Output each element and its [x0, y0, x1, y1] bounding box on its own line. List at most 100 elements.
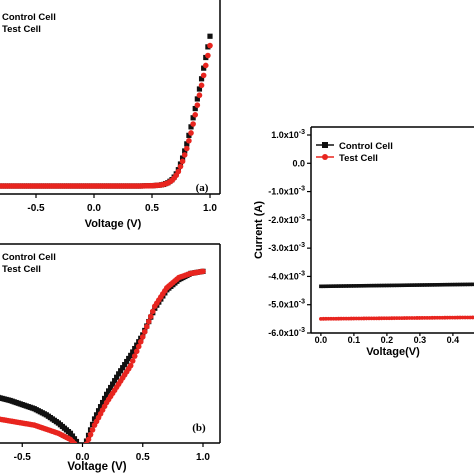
- panel-b-control-point: [73, 438, 80, 443]
- panel-a-test-point: [175, 168, 182, 175]
- panel-c-control-point: [415, 283, 419, 287]
- panel-c-control-point: [468, 282, 472, 287]
- panel-c-xlabel: Voltage(V): [366, 346, 420, 358]
- panel-a-control-point: [190, 115, 196, 121]
- panel-b-control-point: [110, 381, 116, 387]
- panel-a-test-point: [184, 145, 190, 152]
- panel-c-control-point: [326, 284, 331, 289]
- panel-c-control-point: [448, 282, 452, 287]
- panel-c-legend-control: Control Cell: [339, 141, 393, 152]
- panel-c-x-tick-label: 0.4: [447, 335, 460, 345]
- panel-a-control-point: [182, 148, 188, 154]
- panel-c-control-point: [379, 283, 384, 288]
- panel-c-control-point: [357, 284, 361, 288]
- panel-c-control-point: [359, 284, 364, 288]
- panel-a-test-point: [198, 82, 205, 89]
- panel-b-control-point: [104, 391, 110, 397]
- panel-a-test-point: [200, 72, 207, 79]
- panel-a-test-point: [188, 130, 194, 136]
- panel-b-test-point: [149, 308, 156, 315]
- panel-b-control-point: [99, 399, 106, 406]
- panel-b-test-point: [71, 440, 78, 443]
- panel-c-control-point: [321, 284, 326, 289]
- panel-b-test-point: [141, 329, 148, 335]
- panel-a-legend: Control Cell Test Cell: [2, 12, 56, 35]
- panel-b-legend: Control Cell Test Cell: [2, 252, 56, 275]
- panel-c-control-point: [354, 284, 359, 288]
- panel-b-control-point: [108, 384, 114, 391]
- panel-c-legend-swatch-control: [322, 142, 328, 148]
- panel-b-test-point: [129, 358, 136, 364]
- panel-c-control-point: [410, 283, 414, 287]
- panel-c-control-point: [331, 284, 336, 288]
- panel-a-control-point: [194, 96, 200, 102]
- panel-c: 0.0 0.1 0.2 0.3 0.4 1.0x10-3 0.0 -1.0x10-3 -2.0x…: [253, 126, 474, 358]
- panel-c-control-point: [351, 284, 356, 288]
- panel-c-ticks: 0.0 0.1 0.2 0.3 0.4 1.0x10-3 0.0 -1.0x10-3 -2.0x…: [268, 129, 459, 345]
- panel-b-control-point: [116, 371, 122, 377]
- panel-c-control-point: [430, 283, 435, 287]
- panel-b-legend-control: Control Cell: [2, 252, 56, 263]
- panel-a-test-point: [192, 112, 199, 118]
- panel-c-control-point: [460, 282, 465, 287]
- panel-b-control-point: [118, 368, 124, 374]
- panel-b-control-point: [95, 408, 102, 414]
- panel-b-test-point: [131, 353, 138, 359]
- panel-a-test-point: [177, 163, 184, 170]
- panel-c-x-tick-label: 0.2: [381, 335, 394, 345]
- panel-c-control-point: [384, 283, 389, 288]
- panel-a-control-point: [186, 132, 192, 138]
- panel-a-control-point: [192, 105, 198, 112]
- panel-a-control-point: [196, 86, 203, 92]
- panel-c-control-point: [374, 283, 379, 288]
- panel-c-control-point: [324, 284, 328, 289]
- panel-b-control-point: [106, 388, 112, 394]
- panel-a-control-point: [207, 33, 213, 39]
- panel-b-test-point: [139, 334, 146, 340]
- panel-c-control-point: [455, 282, 460, 287]
- panel-b-label: (b): [192, 422, 206, 434]
- panel-b-test-point: [143, 323, 150, 330]
- panel-a-test-point: [196, 92, 203, 99]
- panel-c-control-point: [329, 284, 333, 288]
- panel-b-x-tick-label: 0.0: [76, 452, 90, 463]
- panel-c-control-point: [432, 283, 437, 287]
- panel-c-control-point: [458, 282, 462, 287]
- panel-b-control-point: [124, 358, 130, 365]
- panel-a-ticks: -0.5 0.0 0.5 1.0: [27, 194, 217, 214]
- panel-c-control-point: [427, 283, 432, 287]
- panel-c-y-tick-label: -3.0x10-3: [268, 242, 305, 253]
- panel-b-control-point: [126, 355, 132, 362]
- panel-a-legend-control: Control Cell: [2, 12, 56, 23]
- panel-c-control-point: [367, 283, 371, 288]
- panel-b-test-point: [75, 442, 78, 443]
- panel-b-test-point: [89, 427, 96, 433]
- panel-c-control-point: [339, 284, 343, 288]
- panel-c-legend: Control Cell Test Cell: [316, 141, 393, 164]
- panel-c-control-point: [470, 282, 474, 287]
- panel-a-control-point: [198, 76, 205, 82]
- panel-c-control-point: [349, 284, 354, 288]
- panel-a-control-point: [188, 124, 194, 130]
- panel-c-control-point: [336, 284, 341, 288]
- panel-c-control-point: [438, 282, 442, 287]
- panel-a-test-point: [179, 158, 186, 165]
- panel-b-control-point: [128, 352, 134, 358]
- panel-b-test-point: [133, 348, 140, 355]
- panel-c-legend-swatch-test: [322, 154, 328, 160]
- panel-b-control-point: [112, 378, 118, 384]
- panel-c-control-point: [420, 283, 424, 287]
- panel-a-x-tick-label: 0.5: [145, 203, 159, 214]
- panel-c-control-point: [463, 282, 467, 287]
- panel-c-test-point: [470, 315, 474, 320]
- panel-b-legend-test: Test Cell: [2, 264, 41, 275]
- panel-c-control-point: [400, 283, 404, 288]
- panel-b-control-point: [75, 442, 82, 443]
- panel-a-test-point: [181, 152, 188, 158]
- panel-c-control-point: [392, 283, 397, 288]
- panel-c-control-point: [334, 284, 338, 288]
- panel-b-control-point: [71, 436, 78, 442]
- panel-a-label: (a): [196, 182, 209, 194]
- panel-b-marks: [0, 268, 206, 443]
